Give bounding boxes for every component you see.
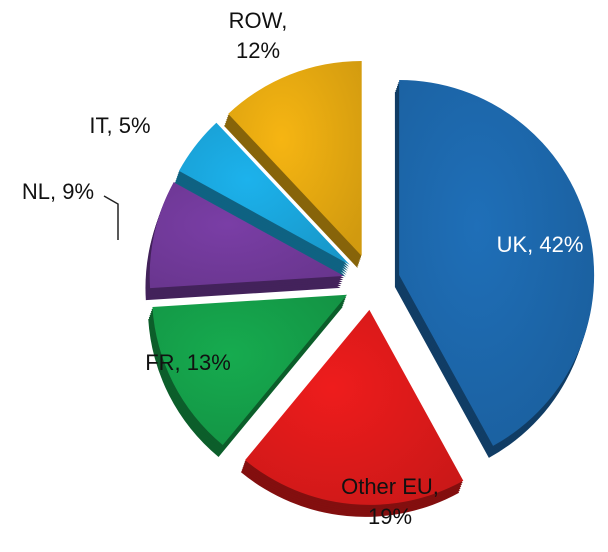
- slice: [178, 122, 350, 265]
- data-label: UK, 42%: [497, 232, 584, 257]
- data-label-line: 19%: [368, 504, 412, 529]
- slice: [245, 309, 464, 505]
- data-label-line: 12%: [236, 38, 280, 63]
- data-label: FR, 13%: [145, 350, 231, 375]
- data-label-line: ROW,: [229, 8, 288, 33]
- data-label: ROW, 12%: [229, 8, 288, 63]
- data-label: Other EU, 19%: [341, 474, 439, 529]
- slice: [149, 181, 345, 289]
- slice: [152, 294, 348, 445]
- data-label-line: Other EU,: [341, 474, 439, 499]
- slice: [228, 60, 362, 256]
- slice: [399, 80, 595, 446]
- leader-line: [103, 195, 119, 240]
- data-label: IT, 5%: [89, 113, 150, 138]
- data-label: NL, 9%: [22, 179, 94, 204]
